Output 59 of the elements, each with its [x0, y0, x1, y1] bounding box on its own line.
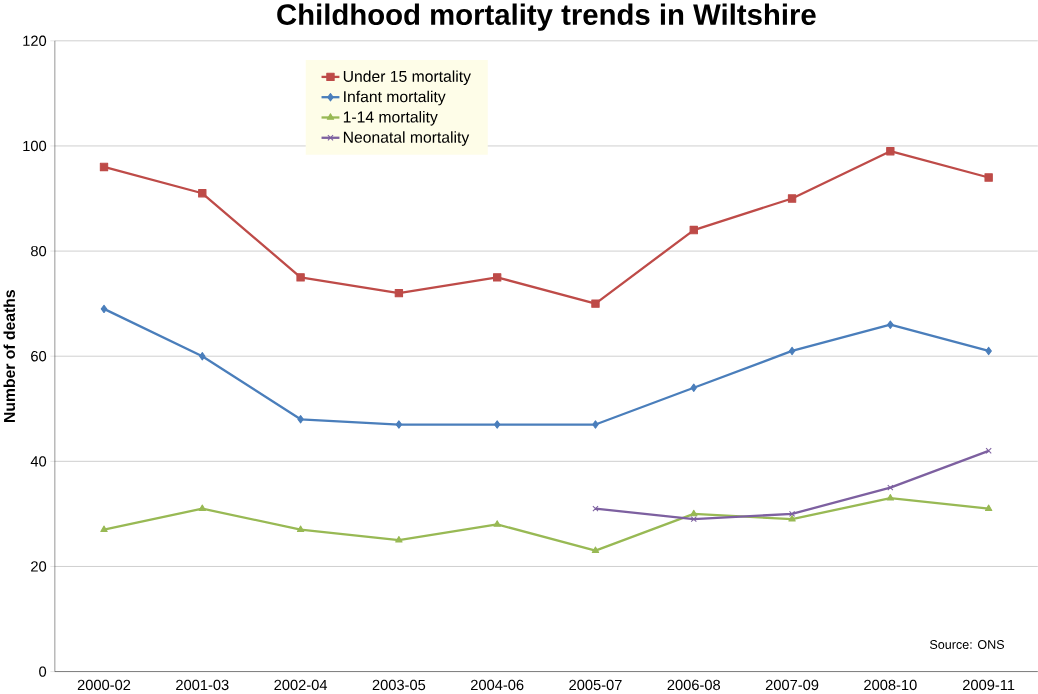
point — [395, 420, 403, 429]
chart-title: Childhood mortality trends in Wiltshire — [277, 3, 816, 31]
point — [493, 420, 501, 429]
x-tick-label: 2007-09 — [765, 679, 819, 691]
point — [100, 304, 108, 314]
point — [690, 383, 698, 393]
point — [493, 520, 501, 527]
point — [198, 504, 206, 512]
point — [690, 516, 697, 523]
y-tick-label: 60 — [31, 351, 47, 362]
point — [100, 525, 108, 533]
point — [787, 194, 797, 203]
point — [492, 273, 502, 282]
x-tick-label: 2008-10 — [864, 679, 917, 691]
y-tick-label: 100 — [23, 140, 47, 152]
point — [887, 484, 894, 491]
point — [788, 510, 796, 518]
x-tick-label: 2001-03 — [176, 679, 229, 691]
legend-label: Infant mortality — [344, 90, 446, 106]
point — [886, 147, 895, 156]
x-tick-label: 2006-08 — [667, 679, 721, 691]
y-axis-title: Number of deaths — [3, 290, 16, 423]
point — [887, 320, 894, 330]
point — [99, 162, 109, 172]
point — [591, 299, 600, 309]
point — [788, 515, 796, 522]
legend-label: Neonatal mortality — [343, 131, 470, 147]
point — [592, 505, 599, 512]
x-tick-label: 2000-02 — [77, 679, 131, 691]
y-tick-label: 0 — [39, 666, 47, 677]
x-tick-label: 2004-06 — [471, 679, 524, 691]
point — [394, 289, 404, 298]
point — [690, 509, 698, 517]
x-tick-label: 2009-11 — [963, 679, 1015, 691]
y-tick-label: 80 — [31, 246, 47, 257]
point — [689, 226, 698, 235]
point — [788, 346, 796, 356]
point — [592, 420, 599, 429]
legend-label: Under 15 mortality — [343, 70, 471, 86]
point — [296, 273, 305, 282]
point — [297, 415, 304, 424]
x-tick-label: 2003-05 — [372, 679, 426, 691]
point — [985, 346, 992, 356]
point — [886, 494, 895, 501]
annotation: Source: ONS — [929, 640, 1005, 650]
point — [296, 525, 305, 533]
y-tick-label: 20 — [31, 561, 47, 572]
point — [395, 536, 403, 543]
point — [984, 504, 993, 512]
point — [199, 352, 206, 361]
y-tick-label: 120 — [23, 35, 47, 47]
point — [591, 546, 600, 554]
x-tick-label: 2005-07 — [569, 679, 622, 691]
point — [984, 173, 993, 182]
point — [198, 189, 207, 198]
legend-label: 1-14 mortality — [343, 111, 438, 126]
x-tick-label: 2002-04 — [274, 679, 328, 691]
y-tick-label: 40 — [30, 456, 47, 467]
point — [985, 447, 992, 455]
